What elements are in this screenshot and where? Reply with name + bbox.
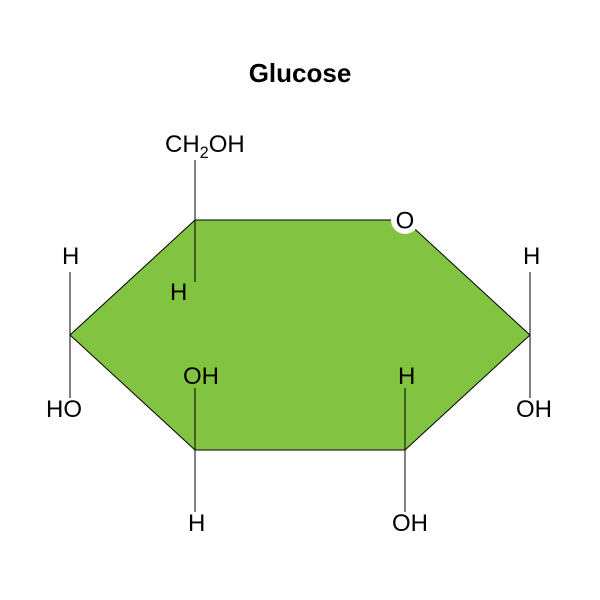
- label-c3_h: H: [188, 510, 205, 538]
- hexagon-ring: [70, 220, 530, 450]
- structure-svg: O: [0, 0, 600, 600]
- label-ch2oh: CH2OH: [165, 131, 245, 159]
- label-c1_h: H: [523, 243, 540, 271]
- glucose-diagram: Glucose O CH2OHHHHOOHHHOHHOH: [0, 0, 600, 600]
- label-c4_oh: HO: [46, 396, 82, 424]
- oxygen-label: O: [396, 208, 415, 235]
- label-c2_oh: OH: [392, 510, 428, 538]
- label-c1_oh: OH: [516, 396, 552, 424]
- label-c4_h: H: [62, 243, 79, 271]
- label-c3_oh: OH: [183, 363, 219, 391]
- label-c2_h: H: [398, 363, 415, 391]
- label-c5_h: H: [170, 279, 187, 307]
